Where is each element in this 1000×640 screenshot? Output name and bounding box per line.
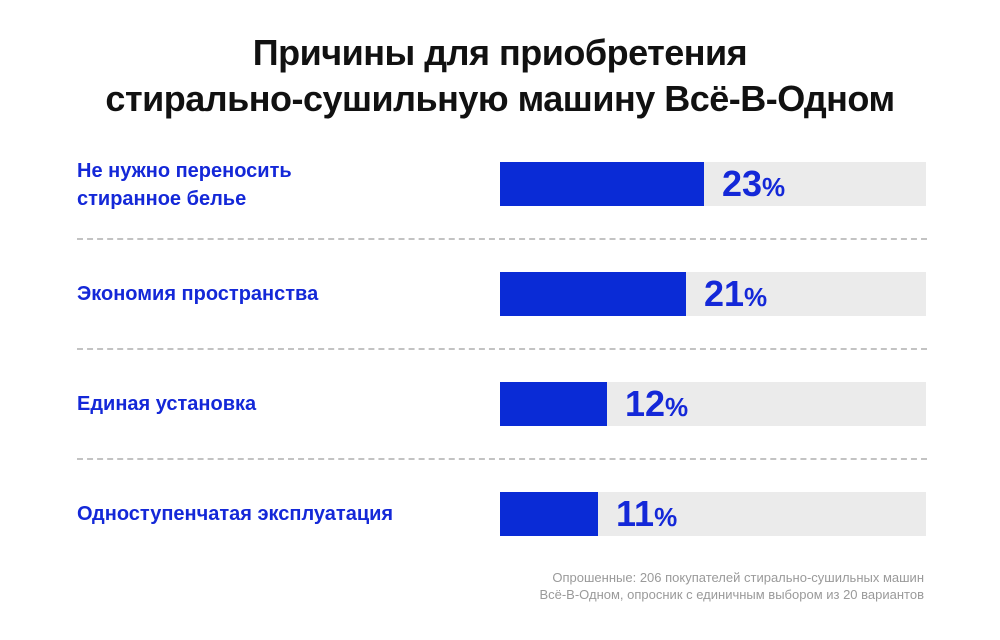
data-label: 21% (704, 272, 767, 316)
row-divider (77, 348, 927, 350)
data-label: 23% (722, 162, 785, 206)
data-label-unit: % (665, 392, 689, 422)
bar-track: 11% (500, 492, 926, 536)
bar (500, 272, 686, 316)
row-divider (77, 458, 927, 460)
footnote-line-2: Всё-В-Одном, опросник с единичным выборо… (539, 587, 924, 602)
data-label-value: 11 (616, 493, 655, 534)
bar-row: Единая установка 12% (77, 375, 927, 465)
data-label-unit: % (654, 502, 678, 532)
category-label-line: Одноступенчатая эксплуатация (77, 503, 394, 525)
bar-track: 21% (500, 272, 926, 316)
chart-title-line-1: Причины для приобретения (252, 32, 748, 73)
bar-row: Не нужно переносить стиранное белье 23% (77, 155, 927, 245)
data-label: 12% (625, 382, 688, 426)
category-label-line: Не нужно переносить (77, 160, 292, 182)
data-label-value: 12 (625, 383, 666, 424)
category-label: Не нужно переносить стиранное белье (77, 157, 477, 213)
bar-row: Одноступенчатая эксплуатация 11% (77, 485, 927, 575)
footnote-line-1: Опрошенные: 206 покупателей стирально-су… (552, 570, 924, 585)
chart-title: Причины для приобретения стирально-сушил… (0, 30, 1000, 122)
data-label: 11% (616, 492, 677, 536)
bar-track: 12% (500, 382, 926, 426)
data-label-unit: % (744, 282, 768, 312)
data-label-value: 21 (704, 273, 745, 314)
data-label-value: 23 (722, 163, 763, 204)
row-divider (77, 238, 927, 240)
category-label-line: стиранное белье (77, 188, 247, 210)
chart-title-line-2: стирально-сушильную машину Всё-В-Одном (105, 78, 895, 119)
bar (500, 162, 704, 206)
bar (500, 492, 598, 536)
bar-row: Экономия пространства 21% (77, 265, 927, 355)
bar-track: 23% (500, 162, 926, 206)
footnote: Опрошенные: 206 покупателей стирально-су… (539, 569, 924, 603)
category-label-line: Экономия пространства (77, 283, 319, 305)
category-label: Одноступенчатая эксплуатация (77, 500, 477, 528)
data-label-unit: % (762, 172, 786, 202)
category-label: Экономия пространства (77, 280, 477, 308)
category-label-line: Единая установка (77, 393, 257, 415)
category-label: Единая установка (77, 390, 477, 418)
bar (500, 382, 607, 426)
